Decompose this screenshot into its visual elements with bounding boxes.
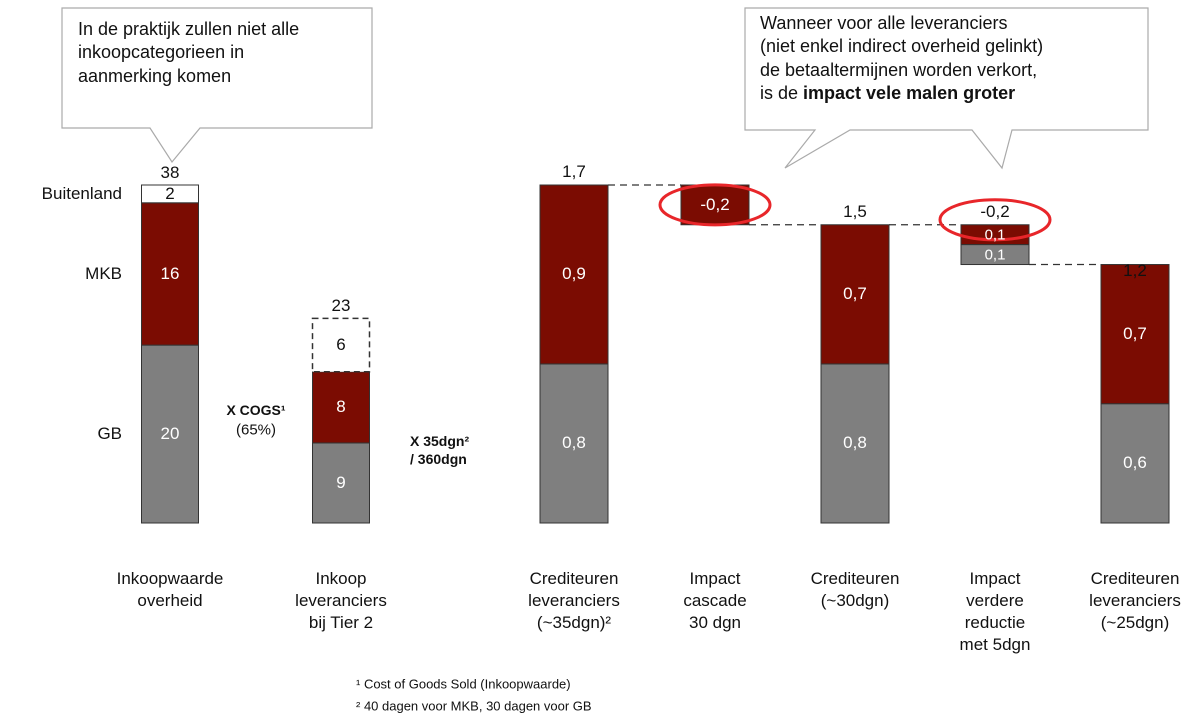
bar-segment	[539, 184, 609, 365]
segment-label: 0,7	[843, 284, 867, 304]
category-label: Inkoop leveranciers bij Tier 2	[295, 569, 387, 633]
category-label: Inkoopwaarde overheid	[116, 569, 224, 611]
callout-text: Wanneer voor alle leveranciers (niet enk…	[760, 12, 1043, 106]
total-label: 38	[160, 162, 180, 182]
total-label: -0,2	[980, 201, 1010, 221]
bar-segment	[1100, 403, 1170, 524]
bar-segment	[539, 363, 609, 524]
bar-segment	[312, 371, 370, 444]
category-label: Crediteuren (~30dgn)	[810, 569, 900, 611]
segment-label: 0,1	[984, 245, 1006, 263]
segment-label: 0,6	[1123, 453, 1147, 473]
highlight-ellipse	[658, 183, 772, 227]
multiplier-label: X COGS¹	[226, 401, 286, 418]
footnote: ¹ Cost of Goods Sold (Inkoopwaarde)	[356, 676, 571, 692]
segment-label: -0,2	[700, 194, 730, 214]
total-label: 23	[331, 296, 351, 316]
segment-label: 8	[336, 397, 346, 417]
total-label: 1,2	[1123, 261, 1147, 281]
segment-label: 0,7	[1123, 324, 1147, 344]
total-label: 1,5	[843, 201, 867, 221]
segment-label: 0,8	[562, 433, 586, 453]
bar-segment	[141, 184, 199, 204]
callout-text: Wanneer voor alle leveranciers (niet enk…	[760, 13, 1044, 104]
segment-label: 2	[165, 183, 175, 203]
multiplier-detail: (65%)	[235, 421, 277, 439]
callout-box	[744, 7, 1149, 170]
bar-segment	[820, 224, 890, 365]
bar-segment	[960, 244, 1030, 266]
bar-segment	[1100, 264, 1170, 405]
segment-label: 20	[160, 424, 180, 443]
row-label: Buitenland	[41, 183, 122, 203]
row-label: GB	[97, 424, 122, 443]
segment-label: 9	[336, 472, 346, 492]
bar-segment	[312, 442, 370, 524]
segment-label: 0,9	[562, 264, 586, 284]
category-label: Impact verdere reductie met 5dgn	[959, 569, 1031, 655]
total-label: 1,7	[562, 161, 586, 181]
callout-box	[61, 7, 373, 164]
category-label: Crediteuren leveranciers (~25dgn)	[1089, 569, 1181, 633]
bar-segment	[311, 317, 371, 373]
category-label: Impact cascade 30 dgn	[683, 569, 747, 633]
segment-label: 6	[336, 335, 346, 355]
bar-segment	[680, 184, 750, 226]
multiplier-label: X 35dgn² / 360dgn	[410, 432, 470, 467]
callout-emphasis: impact vele malen groter	[803, 83, 1016, 104]
footnote: ² 40 dagen voor MKB, 30 dagen voor GB	[356, 698, 592, 714]
segment-label: 0,8	[843, 433, 867, 453]
bar-segment	[141, 344, 199, 524]
category-label: Crediteuren leveranciers (~35dgn)²	[528, 569, 620, 633]
row-label: MKB	[85, 263, 122, 283]
segment-label: 16	[160, 263, 180, 283]
highlight-ellipse	[938, 198, 1052, 242]
callout-text: In de praktijk zullen niet alle inkoopca…	[78, 19, 300, 86]
bar-segment	[820, 363, 890, 524]
segment-label: 0,1	[984, 225, 1006, 243]
